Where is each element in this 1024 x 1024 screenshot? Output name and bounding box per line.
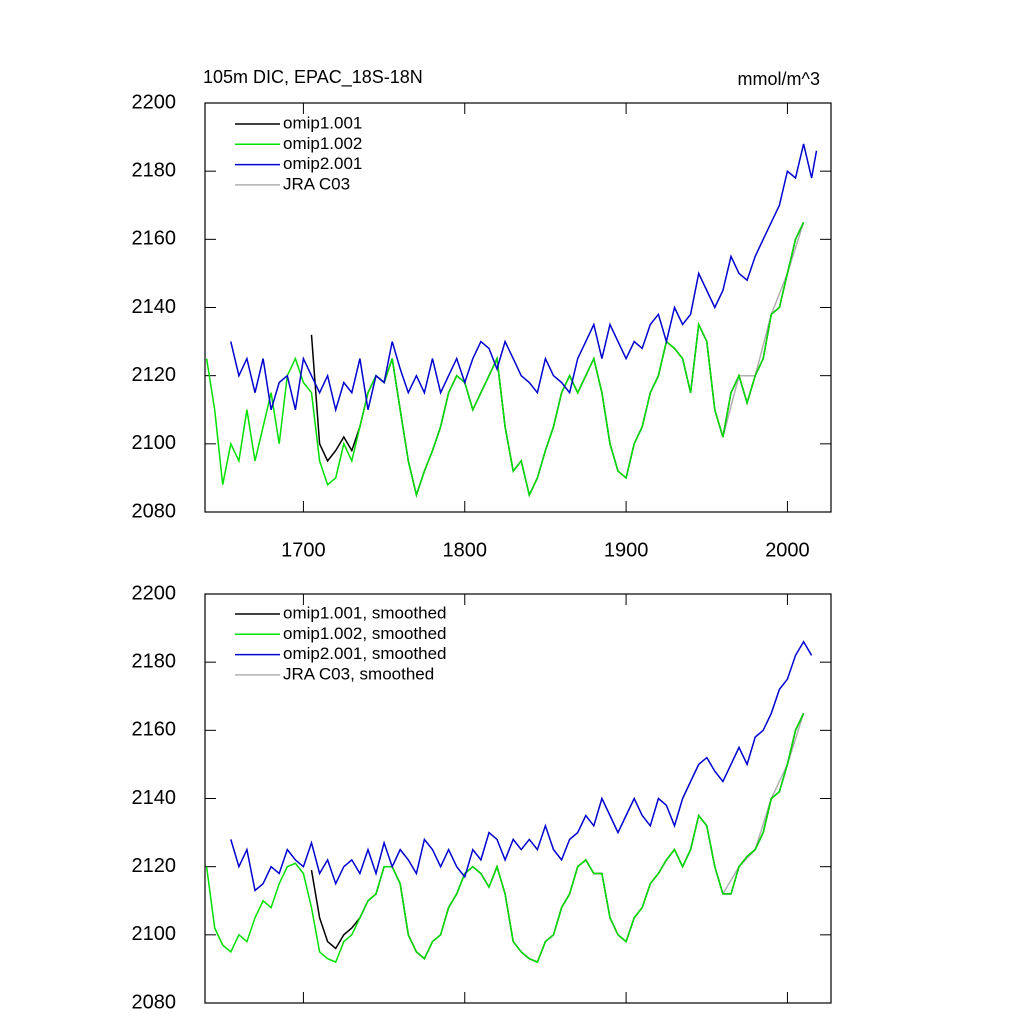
y-tick-label: 2080 [132,500,177,522]
legend-label: omip1.001, smoothed [283,603,447,622]
series-line [310,712,805,964]
chart-title: 105m DIC, EPAC_18S-18N [203,67,423,88]
legend-label: omip1.002, smoothed [283,624,447,643]
series-line [205,221,805,498]
y-tick-label: 2120 [132,855,177,877]
y-tick-label: 2160 [132,719,177,741]
x-tick-label: 1700 [281,539,326,561]
x-tick-label: 1800 [443,539,488,561]
legend-label: JRA C03, smoothed [283,664,434,683]
y-tick-label: 2180 [132,159,177,181]
y-tick-label: 2200 [132,91,177,113]
y-tick-label: 2140 [132,787,177,809]
y-tick-label: 2200 [132,582,177,604]
legend-label: omip1.001 [283,113,362,132]
series-line [722,713,805,895]
legend-label: omip2.001 [283,154,362,173]
series-line [230,143,818,413]
legend-label: omip2.001, smoothed [283,644,447,663]
plot-frame [204,102,832,513]
x-tick-label: 2000 [765,539,810,561]
y-tick-label: 2100 [132,432,177,454]
y-tick-label: 2120 [132,364,177,386]
plot-frame [204,593,832,1004]
series-line [205,712,805,964]
y-tick-label: 2140 [132,296,177,318]
y-tick-label: 2080 [132,991,177,1013]
units-label: mmol/m^3 [738,69,820,89]
legend-label: JRA C03 [283,174,350,193]
legend-label: omip1.002 [283,134,362,153]
series-line [230,640,813,892]
x-tick-label: 1900 [604,539,649,561]
y-tick-label: 2160 [132,228,177,250]
y-tick-label: 2180 [132,650,177,672]
y-tick-label: 2100 [132,923,177,945]
